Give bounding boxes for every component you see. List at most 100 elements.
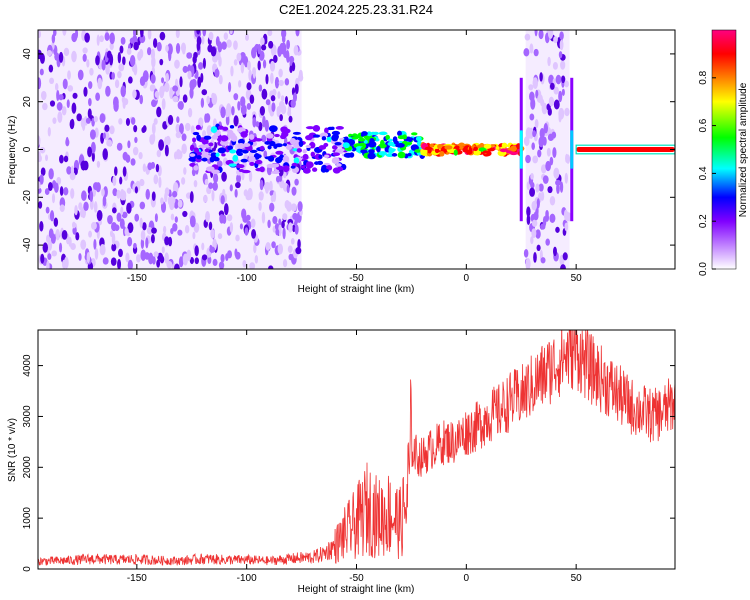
spectrogram-cell <box>246 146 253 151</box>
spectrogram-cell <box>523 248 529 258</box>
spectrogram-cell <box>122 151 128 161</box>
spectrogram-cell <box>429 143 435 148</box>
spectrogram-cell <box>239 223 243 230</box>
spectrogram-cell <box>99 35 104 43</box>
spectrogram-cell <box>112 176 117 187</box>
spectrogram-cell <box>134 213 140 222</box>
spectrogram-cell <box>229 30 233 35</box>
spectrogram-cell <box>560 264 566 269</box>
spectrogram-cell <box>78 202 83 211</box>
spectrogram-cell <box>553 86 559 95</box>
spectrogram-cell <box>38 135 41 146</box>
spectrogram-cell <box>69 119 75 130</box>
spectrogram-cell <box>535 183 540 193</box>
snr-y-ticks: 0 1000 2000 3000 4000 <box>22 354 675 572</box>
spectrogram-cell <box>47 253 52 260</box>
spectrogram-cell <box>552 147 557 158</box>
spectrogram-cell <box>65 136 69 147</box>
spectrogram-cell <box>209 246 216 253</box>
spectrogram-cell <box>116 142 123 151</box>
spectrogram-cell <box>255 154 262 159</box>
spectrogram-cell <box>192 131 200 136</box>
spectrogram-cell <box>536 244 541 252</box>
spectrogram-cell <box>415 136 422 142</box>
spectrogram-cell <box>140 249 147 261</box>
spectrogram-cell <box>168 198 175 211</box>
spectrogram-cell <box>221 41 227 50</box>
spectrogram-cell <box>245 33 249 41</box>
spectrogram-cell <box>142 163 147 172</box>
spectrogram-cell <box>88 81 93 89</box>
spectrogram-cell <box>40 167 46 176</box>
spectrogram-cell <box>44 188 50 195</box>
spectrogram-cell <box>136 254 141 263</box>
spectrogram-cell <box>318 145 327 150</box>
spectrogram-cell <box>555 179 562 186</box>
spectrogram-cell <box>531 200 537 211</box>
spectrogram-cell <box>196 134 201 141</box>
spectrogram-cell <box>63 256 69 269</box>
spectrogram-cell <box>320 166 327 173</box>
spectrogram-cell <box>263 150 268 159</box>
x-tick-label: 50 <box>571 273 583 284</box>
spectrogram-cell <box>273 144 278 150</box>
spectrogram-cell <box>104 124 110 132</box>
spectrogram-cell <box>248 69 252 81</box>
spectrogram-cell <box>261 134 267 143</box>
spectrogram-cell <box>197 76 202 88</box>
spectrogram-cell <box>482 150 490 154</box>
spectrogram-cell <box>265 74 269 85</box>
spectrogram-cell <box>405 142 413 146</box>
spectrogram-cell <box>274 133 280 138</box>
spectrogram-cell <box>133 124 138 133</box>
spectrogram-cell <box>342 139 352 143</box>
spectrogram-cell <box>280 95 285 102</box>
spectrogram-cell <box>230 134 238 142</box>
spectrogram-cell <box>411 132 418 136</box>
spectrogram-cell <box>180 42 187 53</box>
spectrogram-cell <box>201 35 205 45</box>
spectrogram-cell <box>169 87 174 100</box>
spectrogram-cell <box>272 88 277 96</box>
spectrogram-cell <box>305 126 315 130</box>
spectrogram-cell <box>235 181 241 189</box>
spectrogram-cell <box>306 164 312 169</box>
spectrogram-cell <box>249 94 255 104</box>
colorbar-label: Normalized spectral amplitude <box>738 82 749 217</box>
spectrogram-cell <box>54 52 60 61</box>
spectrogram-cell <box>89 190 94 202</box>
spectrogram-cell <box>215 36 220 47</box>
spectrogram-cell <box>242 259 247 268</box>
spectrogram-cell <box>268 265 274 269</box>
spectrogram-cell <box>414 149 422 153</box>
spectrogram-cell <box>49 77 55 85</box>
spectrogram-cell <box>545 238 550 246</box>
spectrogram-cell <box>276 105 282 116</box>
spectrogram-cell <box>93 238 97 250</box>
spectrogram-cell <box>92 182 99 191</box>
spectrogram-cell <box>270 95 276 102</box>
spectrogram-cell <box>246 82 252 91</box>
spectrogram-cell <box>235 164 245 169</box>
spectrogram-cell <box>258 191 264 200</box>
spectrogram-cell <box>549 195 556 206</box>
spectrogram-cell <box>74 204 78 216</box>
spectrogram-cell <box>282 213 288 221</box>
spectrogram-cell <box>248 134 255 140</box>
x-tick-label: 50 <box>571 573 583 584</box>
spectrogram-cell <box>258 121 263 132</box>
spectrogram-cell <box>396 143 405 148</box>
spectrogram-cell <box>321 136 327 141</box>
spectrogram-cell <box>564 80 569 88</box>
spectrogram-cell <box>287 245 293 253</box>
spectrogram-cell <box>473 150 479 156</box>
spectrogram-cell <box>140 230 146 241</box>
spectrogram-cell <box>162 225 167 234</box>
spectrogram-cell <box>295 247 302 255</box>
spectrogram-cell <box>177 229 183 236</box>
spectrogram-cell <box>225 115 230 126</box>
spectrogram-cell <box>156 41 162 52</box>
spectrogram-cell <box>366 131 372 137</box>
spectrogram-cell <box>161 246 165 254</box>
spectrogram-cell <box>434 148 440 154</box>
